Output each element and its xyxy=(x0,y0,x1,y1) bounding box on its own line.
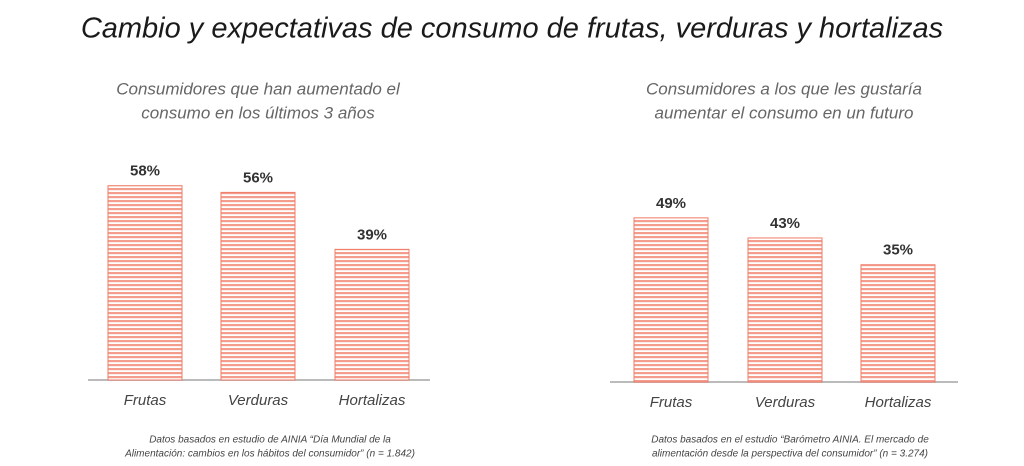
bar xyxy=(107,185,183,381)
page-title: Cambio y expectativas de consumo de frut… xyxy=(81,13,943,45)
x-tick-label: Verduras xyxy=(755,394,816,411)
value-label: 58% xyxy=(130,163,160,180)
x-tick-label: Frutas xyxy=(650,394,693,411)
chart-subtitle: aumentar el consumo en un futuro xyxy=(655,103,914,122)
footnote: Datos basados en el estudio “Barómetro A… xyxy=(651,435,929,446)
bar xyxy=(334,248,410,381)
value-label: 43% xyxy=(770,215,800,232)
bar xyxy=(747,237,823,383)
value-label: 35% xyxy=(883,242,913,259)
value-label: 49% xyxy=(656,195,686,212)
footnote: alimentación desde la perspectiva del co… xyxy=(652,449,928,460)
value-label: 39% xyxy=(357,226,387,243)
bar xyxy=(633,217,709,383)
chart-subtitle: Consumidores a los que les gustaría xyxy=(646,79,922,98)
bar xyxy=(860,264,936,383)
x-tick-label: Frutas xyxy=(124,392,167,409)
x-tick-label: Verduras xyxy=(228,392,289,409)
chart-subtitle: consumo en los últimos 3 años xyxy=(141,103,375,122)
x-tick-label: Hortalizas xyxy=(865,394,932,411)
x-tick-label: Hortalizas xyxy=(339,392,406,409)
bar xyxy=(220,191,296,381)
chart-subtitle: Consumidores que han aumentado el xyxy=(116,79,401,98)
footnote: Alimentación: cambios en los hábitos del… xyxy=(124,449,415,460)
footnote: Datos basados en estudio de AINIA “Día M… xyxy=(149,435,391,446)
value-label: 56% xyxy=(243,169,273,186)
